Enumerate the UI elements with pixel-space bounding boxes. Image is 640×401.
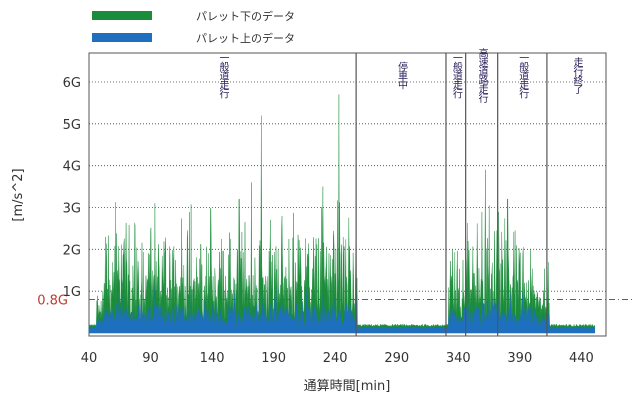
series-lower-area [88, 94, 595, 334]
y-tick-label: 3G [63, 202, 81, 217]
x-tick-label: 340 [446, 351, 471, 366]
phase-label: 一般道走行 [517, 53, 529, 100]
phase-label: 一般道走行 [217, 53, 229, 100]
y-tick-label: 6G [63, 76, 81, 91]
phase-label: 一般道走行 [450, 53, 462, 100]
x-axis-label: 通算時間[min] [304, 379, 391, 394]
y-tick-label: 2G [63, 243, 81, 258]
x-tick-label: 440 [569, 351, 594, 366]
series-upper-path [88, 285, 595, 334]
x-tick-label: 190 [261, 351, 286, 366]
x-tick-label: 40 [81, 351, 98, 366]
phase-label: 走行終了 [571, 57, 583, 94]
threshold-line: 0.8G [37, 294, 632, 309]
legend-swatch-upper [92, 33, 152, 42]
y-tick-labels: 1G 2G 3G 4G 5G 6G [63, 76, 81, 300]
y-axis-label: [m/s^2] [11, 168, 26, 221]
x-tick-label: 290 [384, 351, 409, 366]
threshold-label: 0.8G [37, 294, 68, 309]
legend-label-upper: パレット上のデータ [196, 31, 295, 45]
x-tick-label: 240 [323, 351, 348, 366]
y-tick-label: 5G [63, 118, 81, 133]
legend: パレット下のデータ パレット上のデータ [92, 9, 295, 45]
grid [89, 81, 606, 292]
series-upper-area [88, 285, 595, 334]
x-tick-label: 390 [507, 351, 532, 366]
series-lower-path [88, 94, 595, 334]
phase-label: 停車中 [396, 60, 408, 90]
x-tick-label: 90 [142, 351, 159, 366]
y-tick-label: 1G [63, 285, 81, 300]
y-tick-label: 4G [63, 160, 81, 175]
x-tick-label: 140 [200, 351, 225, 366]
x-tick-labels: 40 90 140 190 240 290 340 390 440 [81, 351, 594, 366]
phase-label: 高速道路走行 [476, 47, 488, 104]
legend-swatch-lower [92, 11, 152, 20]
phase-dividers: 一般道走行 停車中 一般道走行 高速道路走行 一般道走行 走行終了 [217, 47, 583, 336]
legend-label-lower: パレット下のデータ [196, 9, 295, 23]
